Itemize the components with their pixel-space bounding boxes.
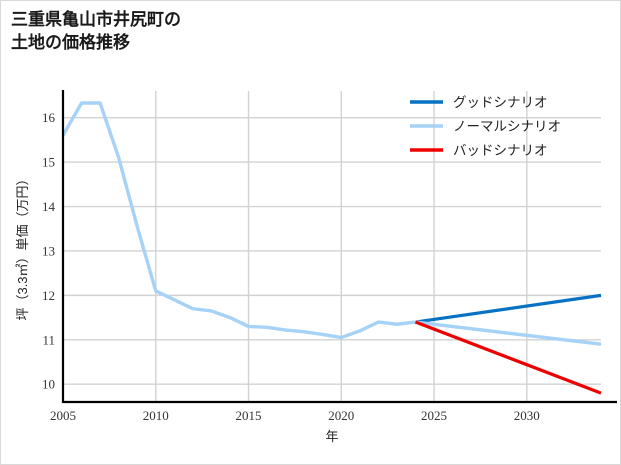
y-axis-title: 坪（3.3㎡）単価（万円）: [15, 172, 30, 320]
axis-lines: [61, 90, 617, 404]
series-line: [414, 320, 602, 395]
y-tick-labels: 10 11 12 13 14 15 16: [42, 110, 56, 392]
y-tick-label: 11: [42, 332, 55, 347]
series-line: [61, 101, 602, 346]
page-title: 三重県亀山市井尻町の 土地の価格推移: [11, 10, 181, 52]
series-lines: [61, 101, 602, 395]
x-tick-label: 2005: [50, 408, 76, 423]
y-tick-label: 10: [42, 377, 55, 392]
y-tick-label: 14: [42, 199, 56, 214]
y-tick-label: 16: [42, 110, 56, 125]
legend-label: グッドシナリオ: [453, 95, 548, 110]
x-tick-label: 2020: [328, 408, 354, 423]
x-tick-label: 2025: [421, 408, 447, 423]
x-tick-labels: 2005 2010 2015 2020 2025 2030: [50, 408, 540, 423]
y-tick-label: 15: [42, 155, 55, 170]
x-gridlines: [155, 91, 528, 402]
legend-label: ノーマルシナリオ: [453, 119, 561, 134]
series-line: [415, 293, 602, 324]
x-tick-label: 2030: [514, 408, 540, 423]
legend-label: バッドシナリオ: [453, 143, 548, 158]
x-tick-label: 2015: [236, 408, 262, 423]
gridlines: [63, 116, 601, 385]
x-axis-title: 年: [325, 429, 338, 444]
y-tick-label: 12: [42, 288, 55, 303]
x-tick-label: 2010: [143, 408, 169, 423]
y-tick-label: 13: [42, 243, 55, 258]
